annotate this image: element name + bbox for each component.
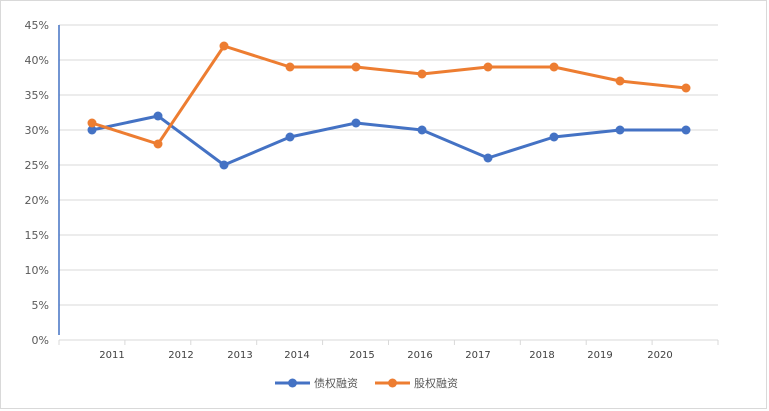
x-tick-label: 2020 [647,350,672,361]
gridlines [59,24,718,306]
legend-swatch-marker [288,378,297,388]
data-point [219,160,229,170]
x-axis: 2011 2012 2013 2014 2015 2016 2017 2018 2019 2020 [58,339,719,361]
data-point [417,69,427,79]
x-tick-label: 2019 [587,350,612,361]
x-tick-label: 2015 [349,350,374,361]
data-point [615,125,625,135]
y-tick-label: 5% [32,299,49,312]
y-tick-label: 25% [25,159,49,172]
data-point [681,125,691,135]
x-tick-label: 2016 [407,350,432,361]
y-tick-label: 30% [25,124,49,137]
data-point [87,125,97,135]
legend: 债权融资 股权融资 [275,376,458,390]
y-tick-label: 45% [25,19,49,32]
data-point [483,62,493,72]
y-axis: 0% 5% 10% 15% 20% 25% 30% 35% 40% 45% [25,19,60,347]
y-tick-label: 0% [32,334,49,347]
y-tick-label: 20% [25,194,49,207]
data-point [681,83,691,93]
data-point [219,41,229,51]
legend-label: 股权融资 [414,377,458,390]
data-point [285,132,295,142]
x-tick-label: 2011 [99,350,124,361]
x-tick-label: 2014 [284,350,309,361]
y-tick-label: 15% [25,229,49,242]
y-tick-label: 40% [25,54,49,67]
data-point [285,62,295,72]
data-point [483,153,493,163]
data-point [351,118,361,128]
series-line-0 [91,114,686,167]
legend-swatch-marker [388,378,397,388]
data-point [549,132,559,142]
y-tick-label: 10% [25,264,49,277]
x-tick-label: 2017 [465,350,490,361]
x-tick-label: 2013 [227,350,252,361]
data-point [351,62,361,72]
series-layer [87,41,691,170]
y-tick-label: 35% [25,89,49,102]
x-tick-label: 2012 [168,350,193,361]
data-point [549,62,559,72]
data-point [417,125,427,135]
x-tick-label: 2018 [529,350,554,361]
data-point [615,76,625,86]
data-point [87,118,97,128]
data-point [153,111,163,121]
legend-label: 债权融资 [314,376,358,390]
data-point [153,139,163,149]
series-line-1 [91,44,687,146]
